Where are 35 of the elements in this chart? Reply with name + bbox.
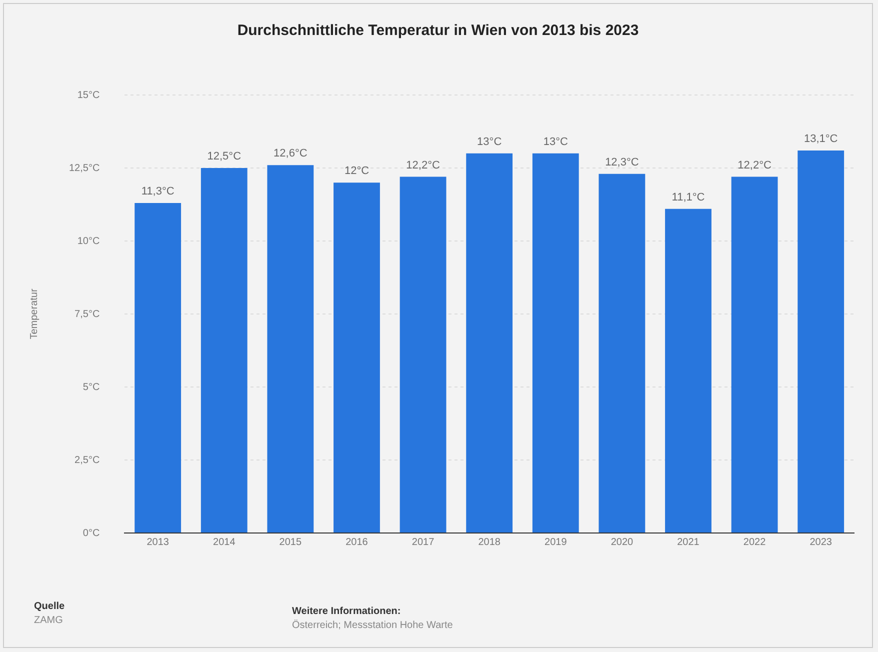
- y-tick-label: 5°C: [82, 382, 100, 393]
- data-label: 13°C: [543, 136, 568, 148]
- y-tick-label: 15°C: [77, 90, 100, 101]
- data-label: 12,2°C: [406, 159, 440, 172]
- data-label: 11,1°C: [672, 191, 705, 204]
- x-tick-label: 2018: [478, 536, 501, 548]
- data-label: 12,3°C: [605, 156, 639, 168]
- data-label: 13,1°C: [804, 133, 838, 146]
- y-tick-label: 7,5°C: [74, 308, 100, 320]
- text: Österreich; Messstation Hohe Warte: [292, 620, 453, 631]
- data-label: 11,3°C: [141, 186, 174, 198]
- x-tick-label: 2019: [544, 536, 568, 548]
- x-tick-label: 2015: [279, 536, 302, 548]
- x-tick-label: 2020: [610, 536, 634, 548]
- data-label: 13°C: [477, 136, 502, 148]
- text: ZAMG: [34, 615, 63, 626]
- y-tick-label: 0°C: [82, 528, 100, 539]
- data-label: 12,2°C: [738, 159, 772, 172]
- x-tick-label: 2023: [810, 536, 832, 548]
- y-axis-title: Temperatur: [28, 288, 40, 340]
- data-label: 12,6°C: [274, 148, 308, 160]
- y-tick-label: 12,5°C: [68, 162, 100, 174]
- data-label: 12,5°C: [207, 150, 242, 163]
- x-tick-label: 2017: [412, 536, 435, 548]
- data-label: 12°C: [344, 165, 370, 178]
- x-tick-label: 2021: [677, 536, 700, 548]
- y-tick-label: 10°C: [77, 236, 100, 247]
- x-tick-label: 2014: [213, 536, 236, 548]
- x-tick-label: 2022: [743, 536, 766, 548]
- y-tick-label: 2,5°C: [74, 454, 100, 466]
- text: Quelle: [34, 601, 65, 612]
- x-tick-label: 2013: [146, 536, 170, 548]
- chart-title: Durchschnittliche Temperatur in Wien von 2013 bis 2023: [236, 22, 640, 39]
- x-tick-label: 2016: [346, 536, 368, 548]
- text: Weitere Informationen:: [292, 606, 401, 617]
